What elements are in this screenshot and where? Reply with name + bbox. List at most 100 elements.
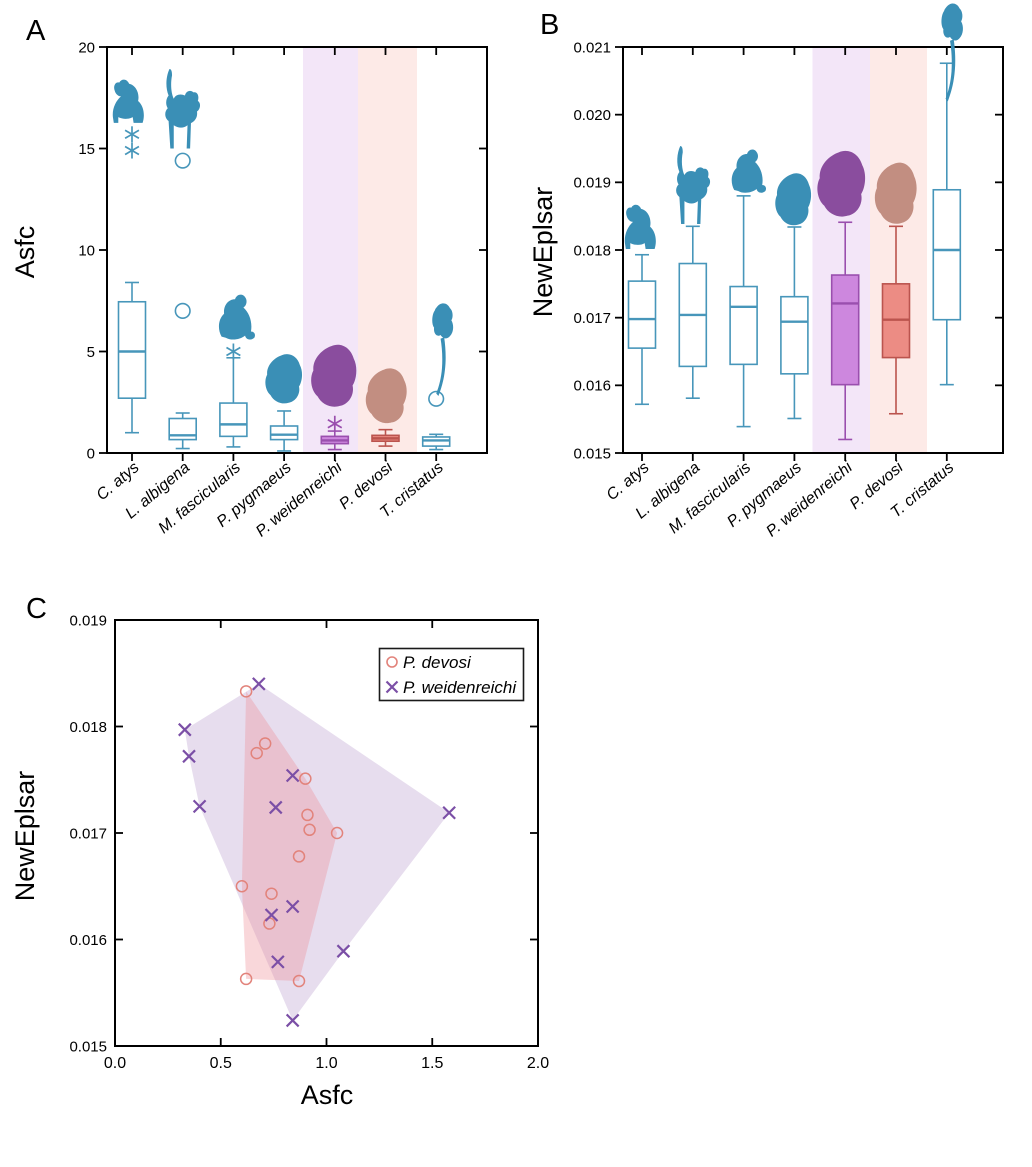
point-circle-icon (239, 972, 253, 986)
boxplot-p--devosi (371, 428, 400, 447)
box (627, 280, 657, 349)
convex-hulls (184, 683, 450, 1021)
point-x-icon (285, 768, 300, 783)
boxplot-p--pygmaeus (269, 410, 299, 452)
point-circle-icon (292, 974, 306, 988)
silhouette-m--fascicularis-icon (731, 149, 767, 193)
silhouette-p--weidenreichi-icon (311, 344, 357, 407)
point-x-icon (264, 908, 279, 922)
point-x-icon (182, 749, 196, 764)
box (117, 300, 147, 399)
y-tick-label: 0.018 (573, 242, 611, 259)
silhouette-c--atys-icon (112, 79, 144, 123)
box (219, 402, 248, 438)
x-tick-label: 0.0 (104, 1055, 126, 1072)
y-tick-label: 20 (78, 39, 95, 56)
point-circle-icon (250, 746, 263, 760)
species-silhouettes (624, 3, 963, 250)
box (729, 285, 758, 366)
boxplot-t--cristatus (421, 390, 451, 451)
boxplot-l--albigena (168, 152, 197, 450)
point-x-icon (285, 899, 300, 914)
panel-a-letter: A (26, 15, 46, 47)
point-x-icon (271, 955, 285, 969)
panel-c-ylabel: NewEplsar (10, 771, 40, 902)
panel-c-letter: C (26, 593, 47, 625)
silhouette-p--pygmaeus-icon (265, 354, 303, 404)
point-circle-icon (303, 823, 316, 837)
y-tick-label: 0.019 (69, 612, 107, 629)
silhouette-p--devosi-icon (365, 368, 407, 424)
panel-a-ylabel: Asfc (10, 226, 40, 279)
outlier-star-icon (327, 415, 343, 432)
boxplot-p--weidenreichi (830, 221, 860, 441)
point-x-icon (336, 944, 351, 958)
silhouette-t--cristatus-icon (941, 3, 963, 102)
scatter-series-p--devosi (235, 685, 344, 988)
legend: P. devosi P. weidenreichi (378, 647, 525, 702)
box (780, 295, 809, 375)
species-silhouettes (112, 69, 454, 424)
point-x-icon (252, 677, 266, 691)
silhouette-p--devosi-icon (874, 162, 917, 224)
outlier-star-icon (124, 142, 140, 159)
outlier-circle-icon (174, 152, 191, 169)
boxplot-t--cristatus (932, 62, 962, 386)
legend-devosi-marker-icon (386, 656, 398, 668)
y-tick-label: 0.017 (69, 825, 107, 842)
y-tick-label: 0.015 (573, 445, 611, 462)
legend-devosi-label: P. devosi (403, 653, 472, 672)
y-tick-label: 0.016 (573, 378, 611, 395)
boxplot-c--atys (627, 253, 657, 406)
y-tick-label: 0.016 (69, 932, 107, 949)
silhouette-m--fascicularis-icon (218, 294, 255, 340)
outlier-circle-icon (428, 390, 445, 407)
boxplot-c--atys (117, 126, 147, 434)
band-devosi (870, 47, 927, 453)
x-tick-label: 0.5 (210, 1055, 232, 1072)
species-label: P. weidenreichi (253, 459, 346, 541)
legend-weidenreichi-marker-icon (385, 680, 399, 694)
panel-b-letter: B (540, 9, 559, 41)
point-x-icon (192, 799, 207, 814)
band-weidenreichi (812, 47, 870, 453)
panel-c: 0.015 0.016 0.017 0.018 0.019 0.0 0.5 1.0 1.5 2.0 (69, 612, 549, 1072)
species-label: P. weidenreichi (763, 459, 856, 541)
box (830, 274, 860, 386)
point-x-icon (268, 800, 283, 815)
point-circle-icon (330, 826, 344, 840)
y-tick-label: 0.019 (573, 175, 611, 192)
y-tick-label: 0.021 (573, 39, 611, 56)
point-x-icon (285, 1013, 300, 1028)
silhouette-p--pygmaeus-icon (775, 173, 812, 226)
legend-frame (378, 647, 525, 702)
boxplot-l--albigena (678, 225, 708, 399)
boxplot-p--weidenreichi (320, 415, 350, 451)
x-ticks: 0.0 0.5 1.0 1.5 2.0 (104, 620, 549, 1072)
y-tick-label: 0.015 (69, 1038, 107, 1055)
silhouette-l--albigena-icon (165, 69, 201, 149)
y-tick-label: 0.020 (573, 107, 611, 124)
convex-hull-p--weidenreichi (184, 683, 450, 1021)
box (932, 188, 962, 321)
legend-weidenreichi-label: P. weidenreichi (403, 678, 517, 697)
point-circle-icon (258, 737, 272, 750)
silhouette-p--weidenreichi-icon (817, 150, 866, 217)
boxplot-m--fascicularis (729, 195, 758, 428)
point-circle-icon (299, 772, 312, 785)
y-tick-label: 10 (78, 242, 95, 259)
silhouette-c--atys-icon (624, 204, 656, 250)
box (269, 425, 299, 441)
point-x-icon (178, 722, 192, 737)
scatter-series-p--weidenreichi (178, 677, 456, 1028)
silhouette-l--albigena-icon (676, 146, 711, 225)
point-circle-icon (301, 808, 314, 822)
species-label: C. atys (603, 459, 652, 504)
boxplot-p--devosi (881, 225, 911, 415)
point-x-icon (442, 805, 456, 820)
shaded-bands (812, 47, 927, 453)
boxplot-p--pygmaeus (780, 226, 809, 420)
